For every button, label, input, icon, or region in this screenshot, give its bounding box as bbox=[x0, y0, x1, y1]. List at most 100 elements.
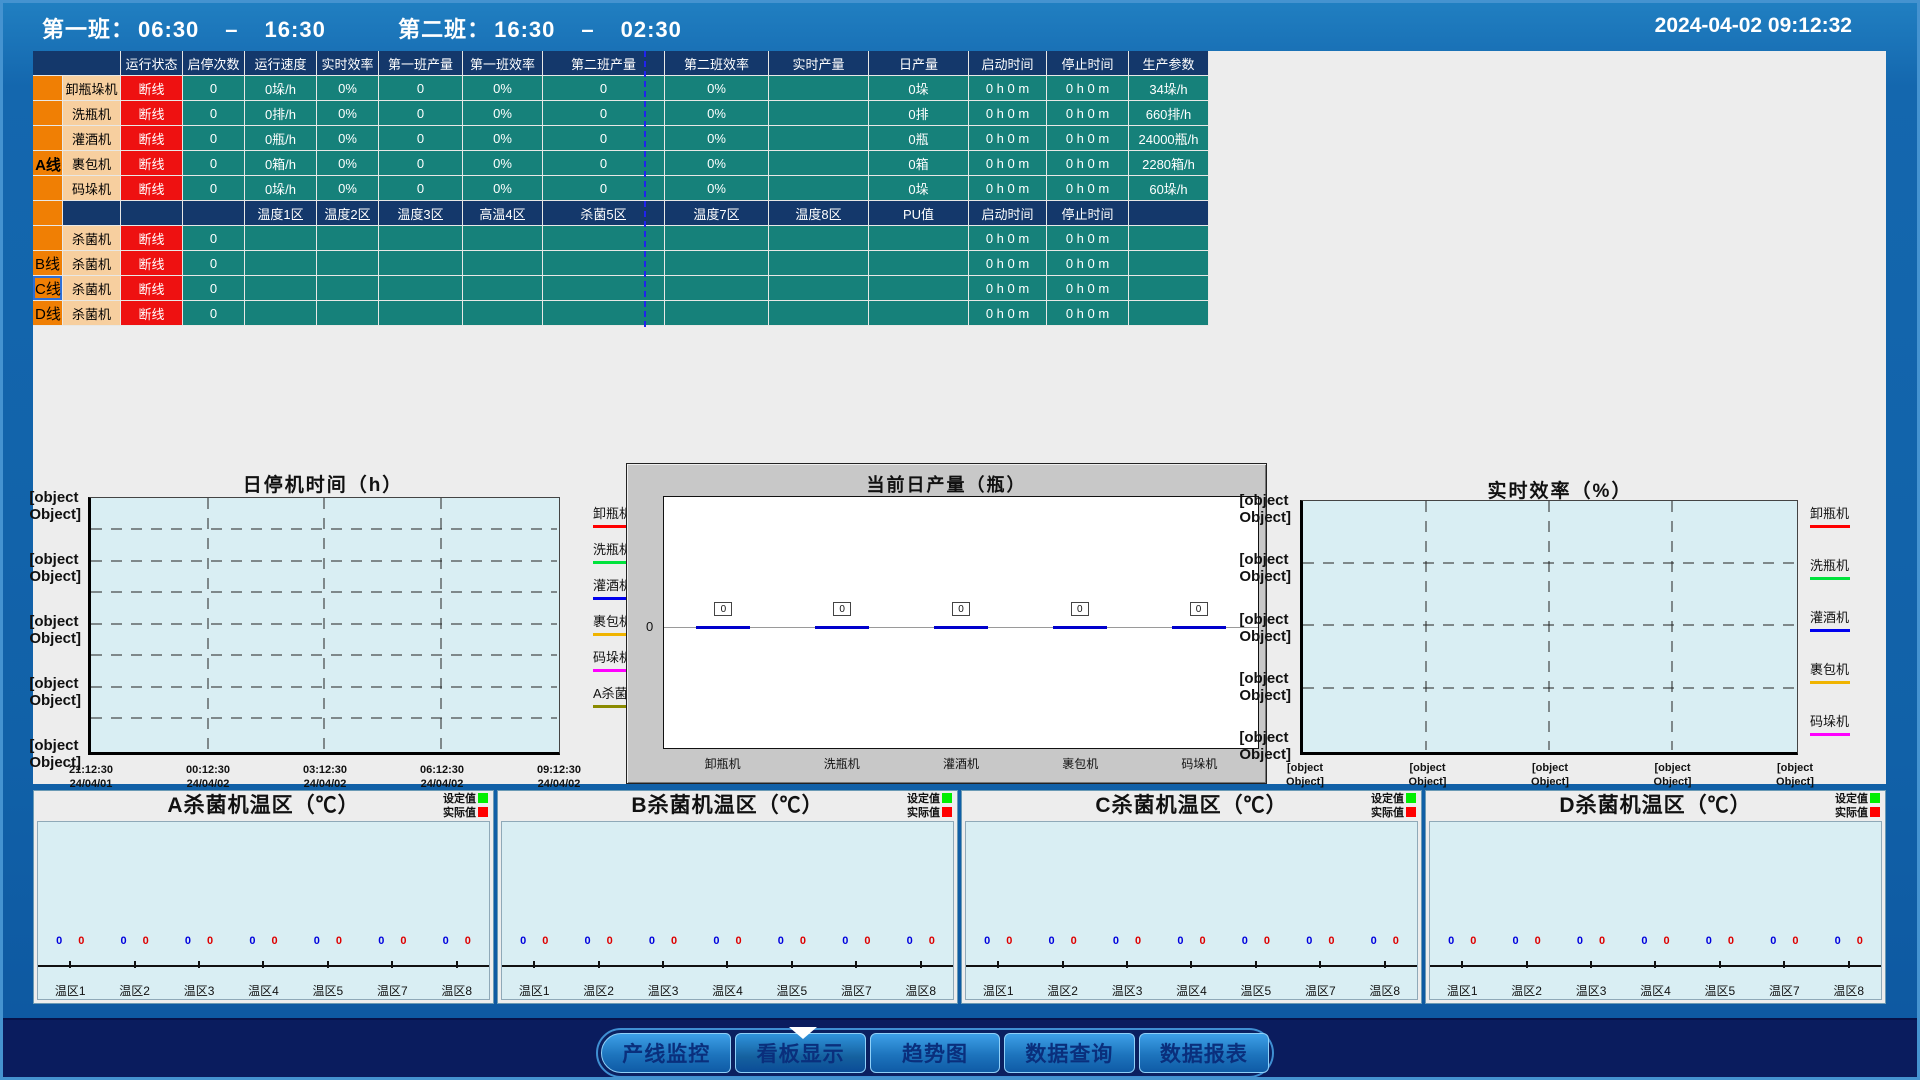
y-tick-label: [object Object] bbox=[1239, 669, 1292, 704]
zone-tick bbox=[726, 961, 729, 968]
zone-values: 0 0 bbox=[585, 935, 613, 947]
machine-row: 洗瓶机 断线 0 0排/h 0% 0 0% 0 0% 0排 0 h 0 m 0 … bbox=[33, 101, 1209, 126]
realtime-eff-cell: 0% bbox=[317, 126, 379, 151]
x-tick-label: [object Object] bbox=[1408, 762, 1447, 788]
zone-tick bbox=[855, 961, 858, 968]
nav-data-query-button[interactable]: 数据查询 bbox=[1004, 1033, 1135, 1073]
nav-button-group: 产线监控 看板显示 趋势图 数据查询 数据报表 bbox=[596, 1027, 1274, 1078]
actual-label: 实际值 bbox=[1835, 807, 1868, 819]
stop-time-cell: 0 h 0 m bbox=[1047, 76, 1129, 101]
line-cell[interactable] bbox=[33, 101, 63, 126]
temp-zone: 0 0 温区8 bbox=[425, 935, 489, 998]
machine-name-cell: 杀菌机 bbox=[63, 251, 121, 276]
temp-header-row: 温度1区 温度2区 温度3区 高温4区 杀菌5区 温度7区 温度8区 PU值 启… bbox=[33, 201, 1209, 226]
nav-trend-chart-button[interactable]: 趋势图 bbox=[869, 1033, 1001, 1073]
legend-color-line bbox=[593, 597, 633, 600]
tick-date: 24/04/02 bbox=[537, 778, 581, 790]
nav-data-report-button[interactable]: 数据报表 bbox=[1138, 1033, 1270, 1073]
run-status-cell: 断线 bbox=[121, 76, 183, 101]
col-temp-zone2: 温度2区 bbox=[317, 201, 379, 226]
temp-zone5-cell bbox=[543, 226, 665, 251]
shift1-label: 第一班： bbox=[42, 17, 135, 42]
temp-zone: 0 0 温区3 bbox=[1095, 935, 1159, 998]
sterilizer-row: C线 杀菌机 断线 0 0 h 0 m 0 h 0 m bbox=[33, 276, 1209, 301]
temp-zone4-cell bbox=[463, 226, 543, 251]
bar-segment bbox=[815, 626, 870, 629]
zone-values: 0 0 bbox=[249, 935, 277, 947]
line-cell[interactable] bbox=[33, 226, 63, 251]
zone-tick bbox=[1383, 961, 1386, 968]
setpoint-legend: 设定值 bbox=[1371, 792, 1416, 806]
zone-setpoint-value: 0 bbox=[1112, 935, 1120, 947]
bottom-nav-bar: 产线监控 看板显示 趋势图 数据查询 数据报表 bbox=[0, 1018, 1920, 1080]
temp-zone4-cell bbox=[463, 301, 543, 326]
col-start-time2: 启动时间 bbox=[969, 201, 1047, 226]
zone-label: 温区5 bbox=[312, 984, 344, 998]
zone-setpoint-value: 0 bbox=[906, 935, 913, 947]
machine-name-cell: 码垛机 bbox=[63, 176, 121, 201]
zone-label: 温区1 bbox=[1446, 984, 1478, 998]
temp-zone: 0 0 温区4 bbox=[1623, 935, 1687, 998]
legend-color-line bbox=[593, 705, 633, 708]
sterilizer-row: 杀菌机 断线 0 0 h 0 m 0 h 0 m bbox=[33, 226, 1209, 251]
legend-label: 裹包机 bbox=[1810, 662, 1850, 677]
legend-item: 洗瓶机 bbox=[1810, 555, 1870, 580]
zone-tick bbox=[69, 961, 72, 968]
line-cell[interactable]: D线 bbox=[33, 301, 63, 326]
stop-time-cell: 0 h 0 m bbox=[1047, 251, 1129, 276]
line-cell[interactable] bbox=[33, 176, 63, 201]
col-temp-zone7: 温度7区 bbox=[665, 201, 769, 226]
zone-actual-value: 0 bbox=[335, 935, 343, 947]
temp-legend: 设定值 实际值 bbox=[1835, 792, 1880, 820]
temp-zone: 0 0 温区1 bbox=[1430, 935, 1494, 998]
legend-item: 码垛机 bbox=[1810, 711, 1870, 736]
legend-color-line bbox=[1810, 577, 1850, 580]
line-cell[interactable]: C线 bbox=[33, 276, 63, 301]
zone-tick bbox=[326, 961, 329, 968]
shift2-end: 02:30 bbox=[620, 17, 682, 42]
zone-values: 0 0 bbox=[1448, 935, 1476, 947]
shift2-output-cell: 0 bbox=[543, 176, 665, 201]
line-cell[interactable] bbox=[33, 126, 63, 151]
line-cell[interactable] bbox=[33, 151, 63, 176]
realtime-output-cell bbox=[769, 151, 869, 176]
zone-actual-value: 0 bbox=[671, 935, 678, 947]
legend-item: 码垛机 bbox=[593, 647, 657, 672]
setpoint-swatch bbox=[1870, 793, 1880, 803]
line-cell[interactable]: B线 bbox=[33, 251, 63, 276]
temp-zone3-cell bbox=[379, 276, 463, 301]
run-status-cell: 断线 bbox=[121, 101, 183, 126]
shift2-eff-cell: 0% bbox=[665, 101, 769, 126]
zone-actual-value: 0 bbox=[1006, 935, 1013, 947]
temp-zone: 0 0 温区8 bbox=[1353, 935, 1417, 998]
line-cell[interactable] bbox=[33, 76, 63, 101]
y-tick-label: [object Object] bbox=[1239, 729, 1292, 763]
bar-segment bbox=[1052, 626, 1107, 629]
actual-label: 实际值 bbox=[1371, 807, 1404, 819]
zone-values: 0 0 bbox=[56, 935, 84, 947]
temp-panel-header: C杀菌机温区（℃） 设定值 实际值 bbox=[962, 791, 1421, 821]
nav-line-monitor-button[interactable]: 产线监控 bbox=[601, 1033, 732, 1073]
zone-actual-value: 0 bbox=[1199, 935, 1206, 947]
daily-production-panel[interactable]: 当前日产量（瓶） 0 0 0 0 bbox=[626, 463, 1267, 784]
shift1-output-cell: 0 bbox=[379, 151, 463, 176]
temp-zone2-cell bbox=[317, 276, 379, 301]
zone-setpoint-value: 0 bbox=[584, 935, 591, 947]
zone-tick bbox=[1190, 961, 1193, 968]
efficiency-y-axis: [object Object] [object Object] [object Ob… bbox=[1239, 492, 1291, 763]
col-high-temp-zone4: 高温4区 bbox=[463, 201, 543, 226]
col-temp-zone1: 温度1区 bbox=[245, 201, 317, 226]
temp-zones: 0 0 温区1 0 0 温区2 bbox=[966, 935, 1417, 998]
temp-zone4-cell bbox=[463, 251, 543, 276]
temp-zone: 0 0 温区7 bbox=[360, 935, 424, 998]
realtime-eff-cell: 0% bbox=[317, 176, 379, 201]
tick-time: 09:12:30 bbox=[536, 764, 582, 776]
daily-output-cell: 0垛 bbox=[869, 76, 969, 101]
zone-label: 温区4 bbox=[712, 984, 743, 998]
temp-panel-c: C杀菌机温区（℃） 设定值 实际值 0 0 温区1 bbox=[961, 790, 1422, 1004]
run-status-cell: 断线 bbox=[121, 301, 183, 326]
nav-board-display-button[interactable]: 看板显示 bbox=[735, 1033, 866, 1073]
downtime-chart-title: 日停机时间（h） bbox=[242, 475, 404, 496]
zone-values: 0 0 bbox=[1371, 935, 1399, 947]
zone-setpoint-value: 0 bbox=[56, 935, 63, 947]
